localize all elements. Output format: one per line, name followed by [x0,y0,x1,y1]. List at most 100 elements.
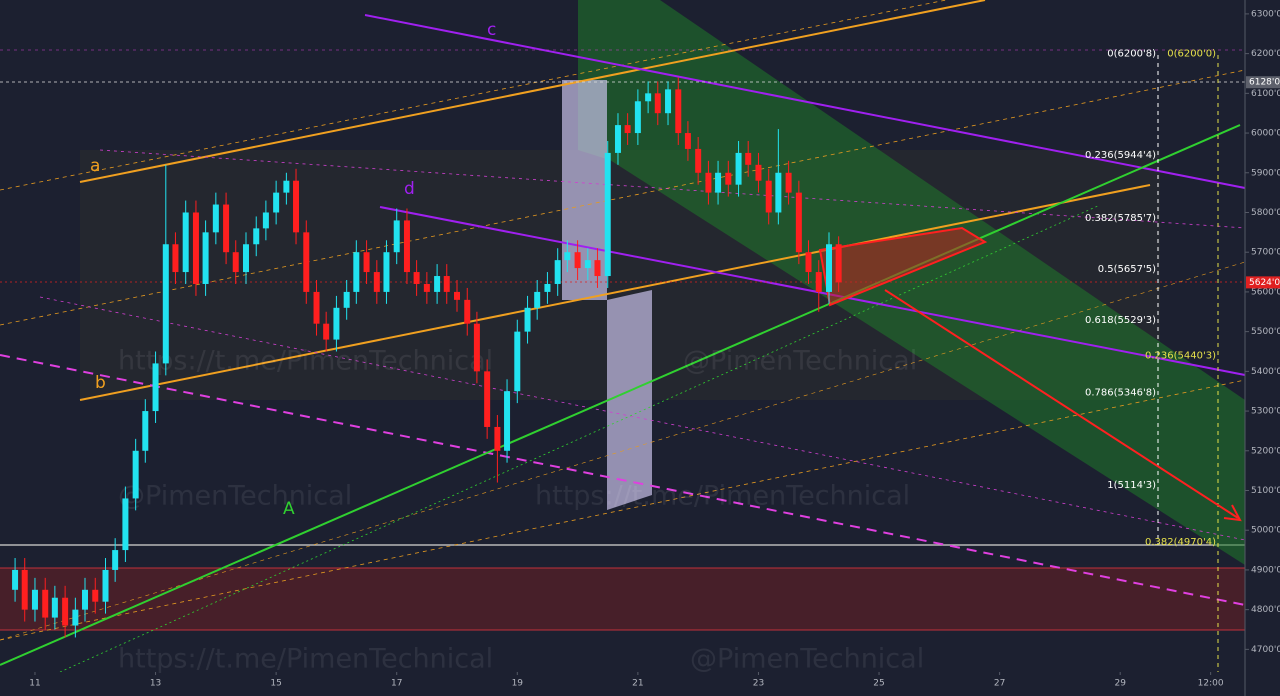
candle-body [675,89,682,134]
candle-body [363,252,370,273]
candle-body [273,192,280,213]
candle-body [72,609,79,626]
candle-body [323,323,330,340]
x-tick-label: 15 [270,679,281,689]
dashed-orange [0,261,1246,641]
candle-body [705,172,712,193]
candle-body [62,597,69,626]
candle-body [403,220,410,273]
price-axis [1245,0,1280,696]
candle-body [684,133,691,149]
candle-body [253,228,260,245]
candle-body [695,148,702,173]
fib-label: 0.382(4970'4) [1145,537,1216,548]
watermark: @PimenTechnical [690,644,924,675]
candle-body [303,232,310,292]
candle-body [313,291,320,324]
fib-label: 0.5(5657'5) [1098,264,1156,275]
candle-body [21,569,28,610]
candle-body [835,244,842,283]
fib-label: 0.382(5785'7) [1085,213,1156,224]
candle-body [745,152,752,165]
candle-body [242,244,249,273]
candle-body [152,363,159,412]
candle-body [102,569,109,602]
x-tick-label: 17 [391,679,402,689]
candle-body [484,371,491,427]
watermark: https://t.me/PimenTechnical [118,346,493,377]
fib-label: 0.236(5440'3) [1145,350,1216,361]
candle-body [51,597,58,618]
green-channel [578,0,1245,565]
candle-body [614,125,621,153]
fib-label: 0(6200'8) [1107,48,1156,59]
x-tick-label: 29 [1114,679,1126,689]
price-tag [1246,276,1280,289]
candle-body [524,307,531,332]
candle-body [132,450,139,499]
candle-body [343,291,350,308]
y-tick-label: 5000'0 [1251,526,1280,536]
x-tick-label: 23 [753,679,764,689]
y-tick-label: 5700'0 [1251,248,1280,258]
channel-b [79,184,1151,401]
candle-body [604,152,611,277]
candle-body [293,180,300,233]
candle-body [42,589,49,618]
y-tick-label: 5600'0 [1251,287,1280,297]
candle-body [473,323,480,372]
candle-body [212,204,219,233]
trend-a [0,124,1241,666]
candle-body [202,232,209,284]
y-tick-label: 5800'0 [1251,208,1280,218]
watermark: https://t.me/PimenTechnical [118,644,493,675]
fib-label: 0.786(5346'8) [1085,387,1156,398]
x-tick-label: 25 [873,679,884,689]
candle-body [554,260,561,284]
candle-body [514,331,521,392]
annotation: d [404,179,415,199]
candle-body [564,252,571,261]
y-tick-label: 5200'0 [1251,446,1280,456]
x-tick-label: 19 [512,679,524,689]
candle-body [283,180,290,193]
candle-body [182,212,189,273]
candle-body [353,252,360,292]
candle-body [434,276,441,292]
annotation: c [487,20,496,40]
candle-body [795,192,802,253]
candle-body [464,299,471,324]
y-tick-label: 6300'0 [1251,9,1280,19]
x-tick-label: 11 [29,679,40,689]
candle-body [634,101,641,134]
y-tick-label: 5900'0 [1251,168,1280,178]
y-tick-label: 4800'0 [1251,605,1280,615]
x-tick-label: 21 [632,679,643,689]
candle-body [172,244,179,273]
channel-a [79,0,986,183]
y-tick-label: 5100'0 [1251,486,1280,496]
candle-body [825,244,832,292]
candle-body [383,252,390,292]
candle-body [645,93,652,102]
candle-body [574,252,581,269]
arrow [884,289,1239,519]
price-tag-label: 5624'0 [1249,278,1280,288]
candle-body [162,244,169,364]
dashed-magenta [0,354,1246,606]
annotation: b [95,373,106,393]
y-tick-label: 5300'0 [1251,407,1280,417]
candle-body [142,411,149,451]
line-d [379,206,1246,376]
dotted-green [59,204,1101,673]
candle-body [665,89,672,114]
annotation: a [90,156,100,176]
candle-body [112,550,119,570]
candle-body [92,589,99,602]
candle-body [454,291,461,300]
fib-label: 1(5114'3) [1107,480,1156,491]
fib-label: 0.236(5944'4) [1085,150,1156,161]
dotted-magenta [39,296,1246,541]
price-tag-label: 6128'0 [1249,78,1280,88]
